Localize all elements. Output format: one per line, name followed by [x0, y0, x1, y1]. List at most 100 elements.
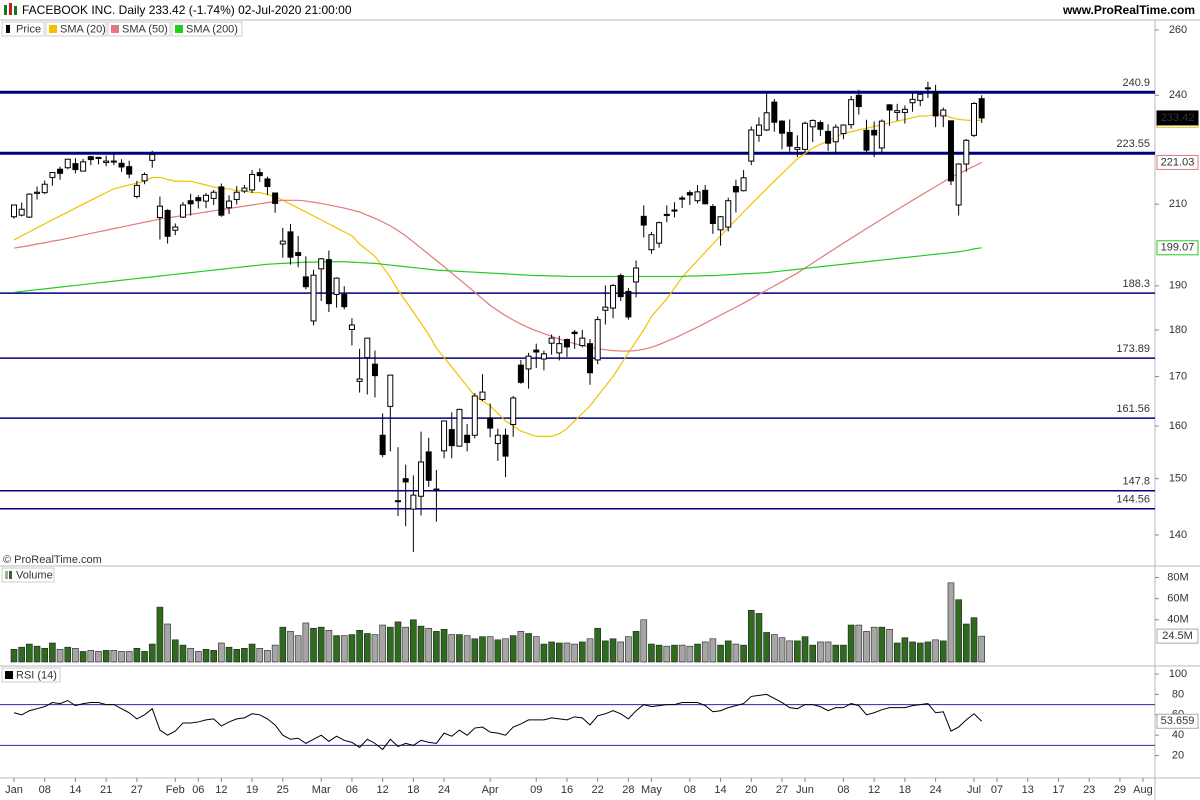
candle-body [663, 213, 670, 217]
candle-body [456, 408, 463, 447]
panel-label: RSI (14) [16, 669, 57, 681]
candle-body [441, 420, 448, 452]
y-tick-label: 100 [1169, 668, 1187, 680]
volume-bar [755, 613, 763, 663]
candle-body [479, 391, 486, 400]
volume-bar [555, 642, 563, 663]
candle-body [540, 353, 547, 360]
volume-bar [671, 644, 678, 663]
volume-bar [387, 626, 394, 663]
volume-bar [794, 640, 801, 663]
x-tick-label: 24 [438, 784, 450, 796]
x-tick-label: 08 [39, 784, 51, 796]
candle-body [210, 191, 217, 199]
candle-body [341, 293, 348, 308]
volume-bar [241, 647, 248, 663]
candle-body [755, 124, 762, 136]
volume-bar [916, 642, 924, 663]
level-label: 188.3 [1122, 278, 1150, 290]
volume-bar [632, 631, 640, 663]
x-tick-label: 28 [622, 784, 634, 796]
x-tick-label: 12 [868, 784, 880, 796]
x-tick-label: 16 [561, 784, 573, 796]
rsi-line [13, 693, 983, 751]
volume-bar [279, 626, 287, 663]
candle-body [487, 417, 494, 429]
value-box [1156, 154, 1199, 170]
volume-bar [847, 624, 855, 663]
x-tick-label: 12 [377, 784, 389, 796]
candle-body [141, 173, 148, 182]
site-link[interactable]: www.ProRealTime.com [1062, 3, 1195, 17]
volume-bar [909, 641, 916, 663]
volume-bar [763, 632, 770, 663]
x-tick-label: 18 [407, 784, 419, 796]
volume-bar [978, 635, 985, 663]
candle-body [302, 276, 309, 288]
candle-body [763, 112, 770, 131]
x-tick-label: Mar [312, 784, 331, 796]
x-tick-label: 14 [714, 784, 726, 796]
volume-bar [878, 626, 886, 663]
volume-bar [248, 643, 256, 663]
volume-bar [10, 649, 18, 663]
volume-bar [333, 635, 340, 663]
chart-title: FACEBOOK INC. Daily 233.42 (-1.74%) 02-J… [22, 3, 352, 17]
candle-body [940, 109, 947, 117]
volume-bar [663, 645, 671, 663]
value-box [1156, 240, 1199, 256]
candle-body [34, 191, 41, 194]
volume-bar [717, 644, 724, 663]
x-tick-label: 21 [100, 784, 112, 796]
volume-bar [932, 639, 939, 663]
candle-body [249, 173, 256, 191]
volume-bar [486, 636, 494, 663]
candle-body [464, 434, 471, 443]
volume-bar [410, 619, 417, 663]
volume-bar [594, 627, 601, 663]
level-label: 223.55 [1116, 138, 1150, 150]
candle-body [610, 284, 617, 309]
volume-bar [456, 634, 463, 663]
candle-body [502, 434, 509, 457]
volume-bar [95, 651, 102, 663]
candle-body [57, 168, 64, 174]
x-tick-label: 25 [277, 784, 289, 796]
y-tick-label: 80M [1167, 571, 1188, 583]
panel-label: Volume [16, 569, 53, 581]
volume-bar [525, 633, 532, 663]
candle-body [410, 494, 417, 510]
volume-bar [156, 606, 164, 663]
volume-bar [118, 651, 125, 663]
volume-bar [540, 643, 548, 663]
candle-body [840, 124, 847, 135]
volume-bar [417, 625, 425, 663]
y-tick-label: 240 [1169, 89, 1187, 101]
volume-bar [494, 639, 502, 663]
candle-body [955, 163, 962, 206]
candle-body [333, 277, 340, 295]
volume-bar [655, 644, 663, 663]
candle-body [548, 337, 555, 344]
candle-body [18, 208, 25, 216]
level-label: 161.56 [1116, 403, 1150, 415]
volume-bar [394, 621, 402, 663]
volume-bar [425, 627, 433, 663]
volume-bar [625, 636, 632, 663]
volume-bar [786, 640, 793, 663]
x-tick-label: 17 [1052, 784, 1064, 796]
candle-body [656, 222, 663, 244]
value-label: 24.5M [1162, 630, 1193, 642]
candle-body [395, 500, 401, 503]
volume-bar [371, 634, 379, 663]
candle-body [779, 120, 785, 134]
candle-body [149, 153, 156, 161]
candle-body [433, 488, 440, 491]
x-tick-label: Jun [796, 784, 814, 796]
volume-bar [771, 634, 778, 663]
candle-body [402, 478, 409, 483]
volume-bar [187, 647, 194, 663]
volume-bar [686, 645, 694, 663]
volume-bar [870, 626, 878, 663]
